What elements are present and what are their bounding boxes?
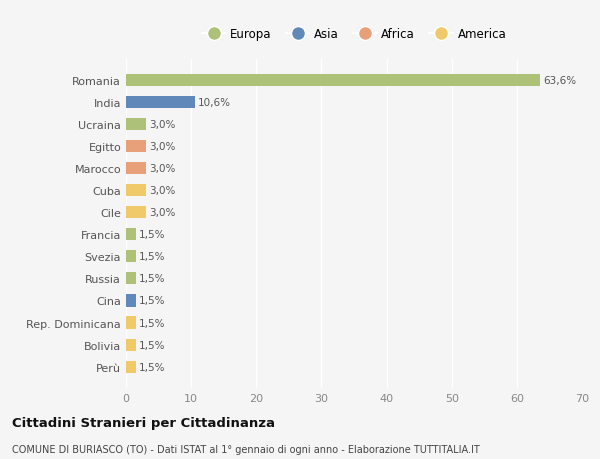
- Bar: [126, 361, 136, 373]
- Text: COMUNE DI BURIASCO (TO) - Dati ISTAT al 1° gennaio di ogni anno - Elaborazione T: COMUNE DI BURIASCO (TO) - Dati ISTAT al …: [12, 444, 480, 454]
- Text: 1,5%: 1,5%: [139, 318, 166, 328]
- Bar: [126, 118, 146, 131]
- Bar: [126, 140, 146, 153]
- Bar: [126, 96, 195, 109]
- Text: 1,5%: 1,5%: [139, 274, 166, 284]
- Bar: [126, 317, 136, 329]
- Text: 3,0%: 3,0%: [149, 186, 175, 196]
- Text: 3,0%: 3,0%: [149, 208, 175, 218]
- Text: 1,5%: 1,5%: [139, 230, 166, 240]
- Text: 1,5%: 1,5%: [139, 340, 166, 350]
- Text: 1,5%: 1,5%: [139, 362, 166, 372]
- Bar: [126, 207, 146, 219]
- Text: 10,6%: 10,6%: [199, 98, 232, 108]
- Text: 1,5%: 1,5%: [139, 296, 166, 306]
- Bar: [126, 295, 136, 307]
- Text: Cittadini Stranieri per Cittadinanza: Cittadini Stranieri per Cittadinanza: [12, 416, 275, 429]
- Text: 63,6%: 63,6%: [544, 76, 577, 86]
- Bar: [126, 339, 136, 351]
- Bar: [126, 251, 136, 263]
- Legend: Europa, Asia, Africa, America: Europa, Asia, Africa, America: [197, 23, 511, 45]
- Text: 3,0%: 3,0%: [149, 120, 175, 130]
- Text: 3,0%: 3,0%: [149, 164, 175, 174]
- Bar: [126, 185, 146, 197]
- Text: 3,0%: 3,0%: [149, 142, 175, 151]
- Text: 1,5%: 1,5%: [139, 252, 166, 262]
- Bar: [126, 273, 136, 285]
- Bar: [126, 229, 136, 241]
- Bar: [126, 162, 146, 175]
- Bar: [126, 74, 541, 87]
